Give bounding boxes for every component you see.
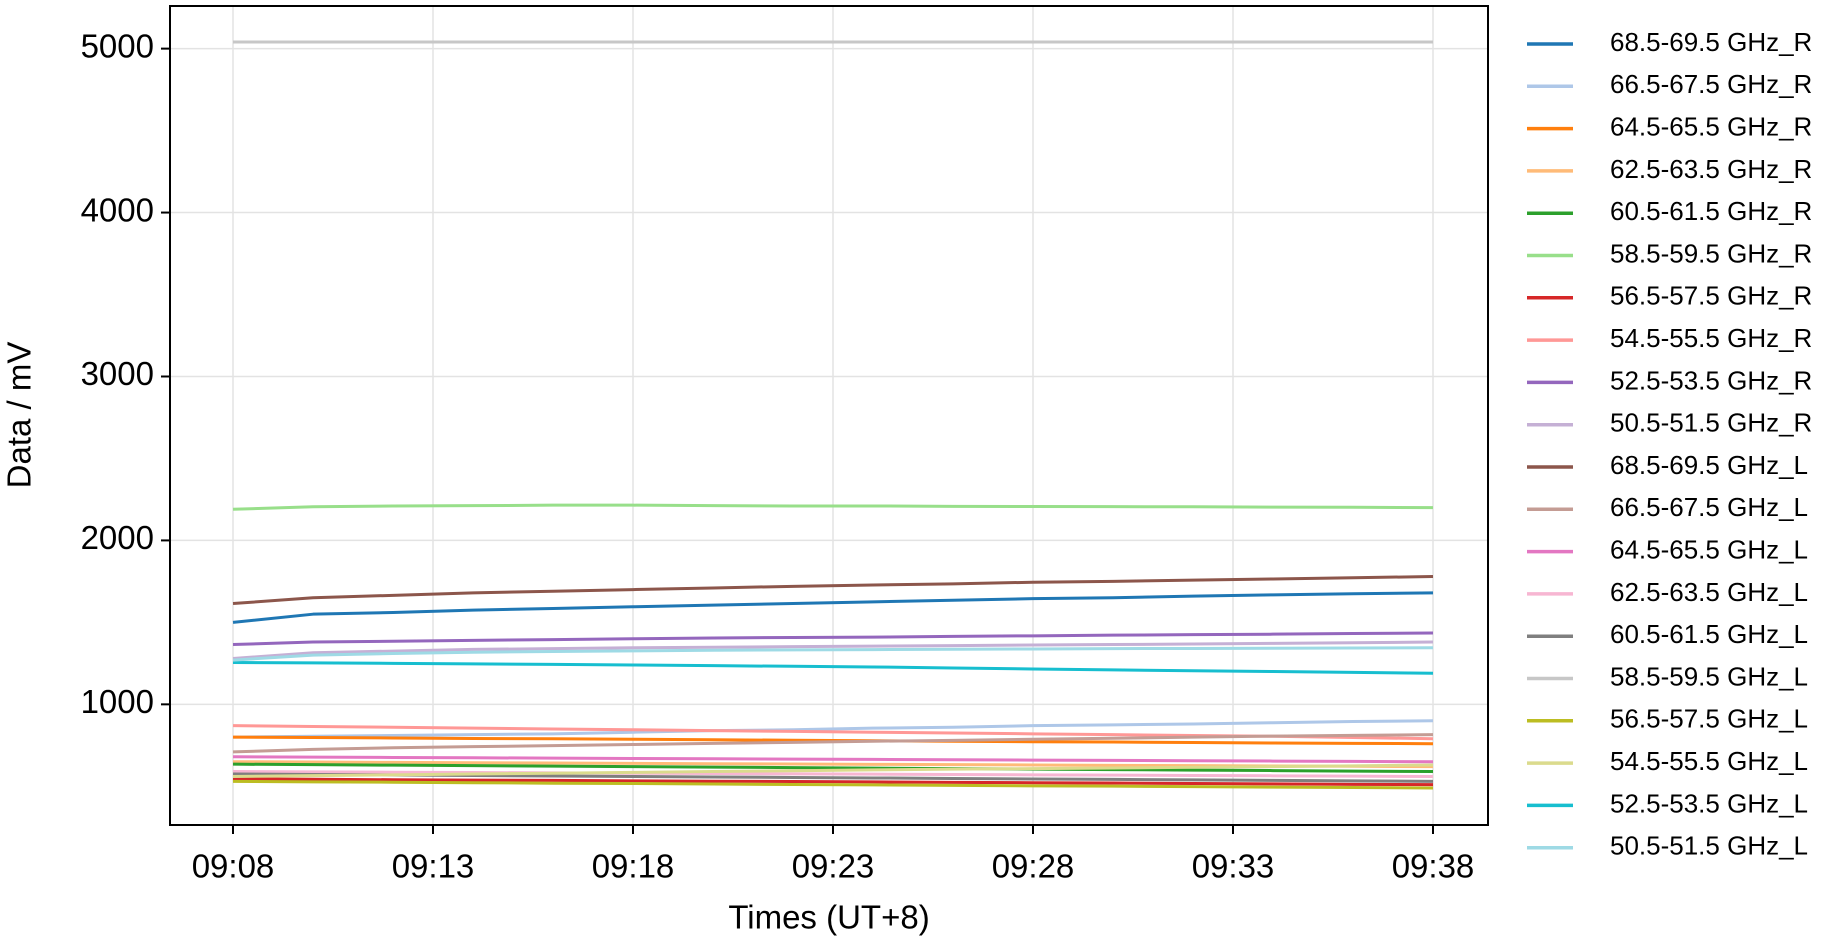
x-tick-label: 09:13 <box>392 848 475 885</box>
legend-label: 68.5-69.5 GHz_R <box>1610 27 1812 57</box>
legend-label: 62.5-63.5 GHz_L <box>1610 577 1808 607</box>
y-tick-label: 1000 <box>81 683 154 720</box>
legend-label: 64.5-65.5 GHz_R <box>1610 111 1812 141</box>
legend-label: 54.5-55.5 GHz_L <box>1610 746 1808 776</box>
series-line <box>232 591 1434 624</box>
plot-frame <box>169 5 1489 826</box>
legend-label: 58.5-59.5 GHz_L <box>1610 661 1808 691</box>
series-line <box>232 763 1434 778</box>
series-line <box>232 770 1434 778</box>
series-line <box>232 574 1434 606</box>
series-line <box>232 631 1434 647</box>
x-tick-label: 09:28 <box>992 848 1075 885</box>
series-line <box>232 762 1434 774</box>
series-line <box>232 503 1434 511</box>
legend: 68.5-69.5 GHz_R 66.5-67.5 GHz_R 64.5-65.5 … <box>1527 27 1812 861</box>
legend-label: 66.5-67.5 GHz_R <box>1610 69 1812 99</box>
legend-label: 64.5-65.5 GHz_L <box>1610 534 1808 564</box>
series-line <box>232 661 1434 675</box>
x-tick-label: 09:23 <box>792 848 875 885</box>
x-tick-label: 09:08 <box>192 848 275 885</box>
series-line <box>232 640 1434 660</box>
series-line <box>232 779 1434 790</box>
series-line <box>232 755 1434 764</box>
legend-label: 60.5-61.5 GHz_L <box>1610 619 1808 649</box>
x-tick-label: 09:38 <box>1392 848 1475 885</box>
y-tick-label: 3000 <box>81 355 154 392</box>
x-tick-label: 09:18 <box>592 848 675 885</box>
legend-label: 66.5-67.5 GHz_L <box>1610 492 1808 522</box>
legend-label: 56.5-57.5 GHz_L <box>1610 704 1808 734</box>
legend-label: 56.5-57.5 GHz_R <box>1610 281 1812 311</box>
legend-label: 54.5-55.5 GHz_R <box>1610 323 1812 353</box>
series-line <box>232 733 1434 754</box>
x-tick-label: 09:33 <box>1192 848 1275 885</box>
y-tick-label: 5000 <box>81 27 154 64</box>
y-axis-label: Data / mV <box>1 342 38 489</box>
series-line <box>232 719 1434 739</box>
series-line <box>232 777 1434 787</box>
x-axis-label: Times (UT+8) <box>728 899 929 936</box>
legend-label: 60.5-61.5 GHz_R <box>1610 196 1812 226</box>
legend-label: 50.5-51.5 GHz_R <box>1610 408 1812 438</box>
legend-label: 50.5-51.5 GHz_L <box>1610 831 1808 861</box>
legend-label: 58.5-59.5 GHz_R <box>1610 238 1812 268</box>
legend-label: 52.5-53.5 GHz_R <box>1610 365 1812 395</box>
legend-label: 68.5-69.5 GHz_L <box>1610 450 1808 480</box>
legend-label: 62.5-63.5 GHz_R <box>1610 154 1812 184</box>
y-tick-label: 2000 <box>81 519 154 556</box>
legend-label: 52.5-53.5 GHz_L <box>1610 788 1808 818</box>
y-tick-label: 4000 <box>81 191 154 228</box>
series-line <box>232 646 1434 662</box>
